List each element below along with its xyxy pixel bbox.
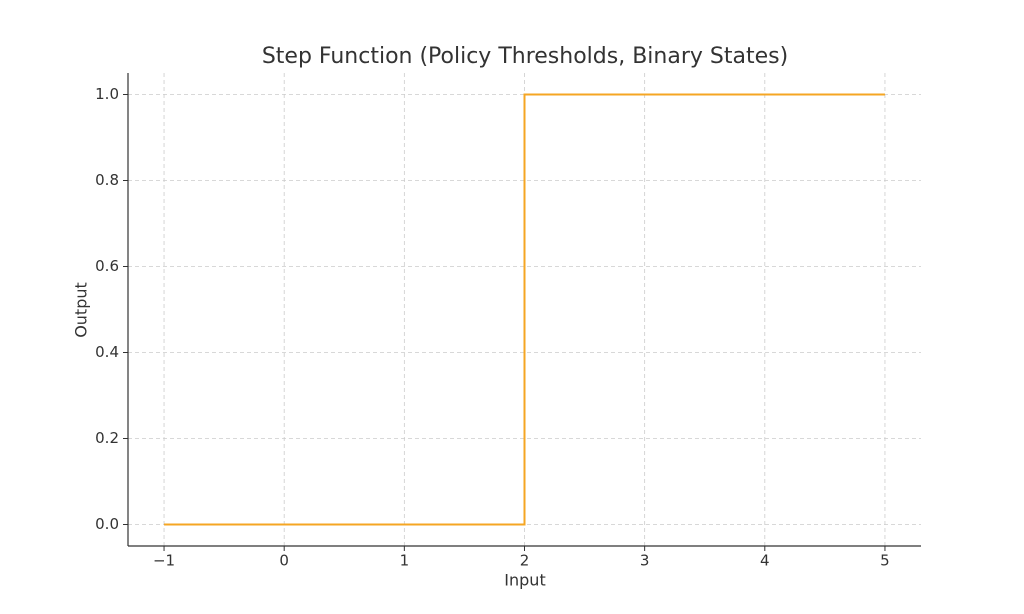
line bbox=[164, 93, 885, 526]
y-tick-label: 0.2 bbox=[95, 429, 119, 447]
x-axis-label: Input bbox=[504, 571, 545, 590]
y-tick-label: 0.0 bbox=[95, 515, 119, 533]
y-tick-label: 0.4 bbox=[95, 343, 119, 361]
chart-title: Step Function (Policy Thresholds, Binary… bbox=[262, 44, 788, 69]
x-tick-label: 1 bbox=[400, 552, 410, 570]
x-tick-label: 4 bbox=[760, 552, 770, 570]
y-tick-label: 0.6 bbox=[95, 257, 119, 275]
x-tick-label: 2 bbox=[520, 552, 530, 570]
y-axis-label: Output bbox=[72, 282, 91, 338]
x-tick-label: 3 bbox=[640, 552, 650, 570]
x-tick-label: 0 bbox=[279, 552, 289, 570]
x-tick-label: 5 bbox=[880, 552, 890, 570]
x-tick-label: −1 bbox=[153, 552, 175, 570]
y-tick-label: 1.0 bbox=[95, 85, 119, 103]
y-tick-label: 0.8 bbox=[95, 171, 119, 189]
